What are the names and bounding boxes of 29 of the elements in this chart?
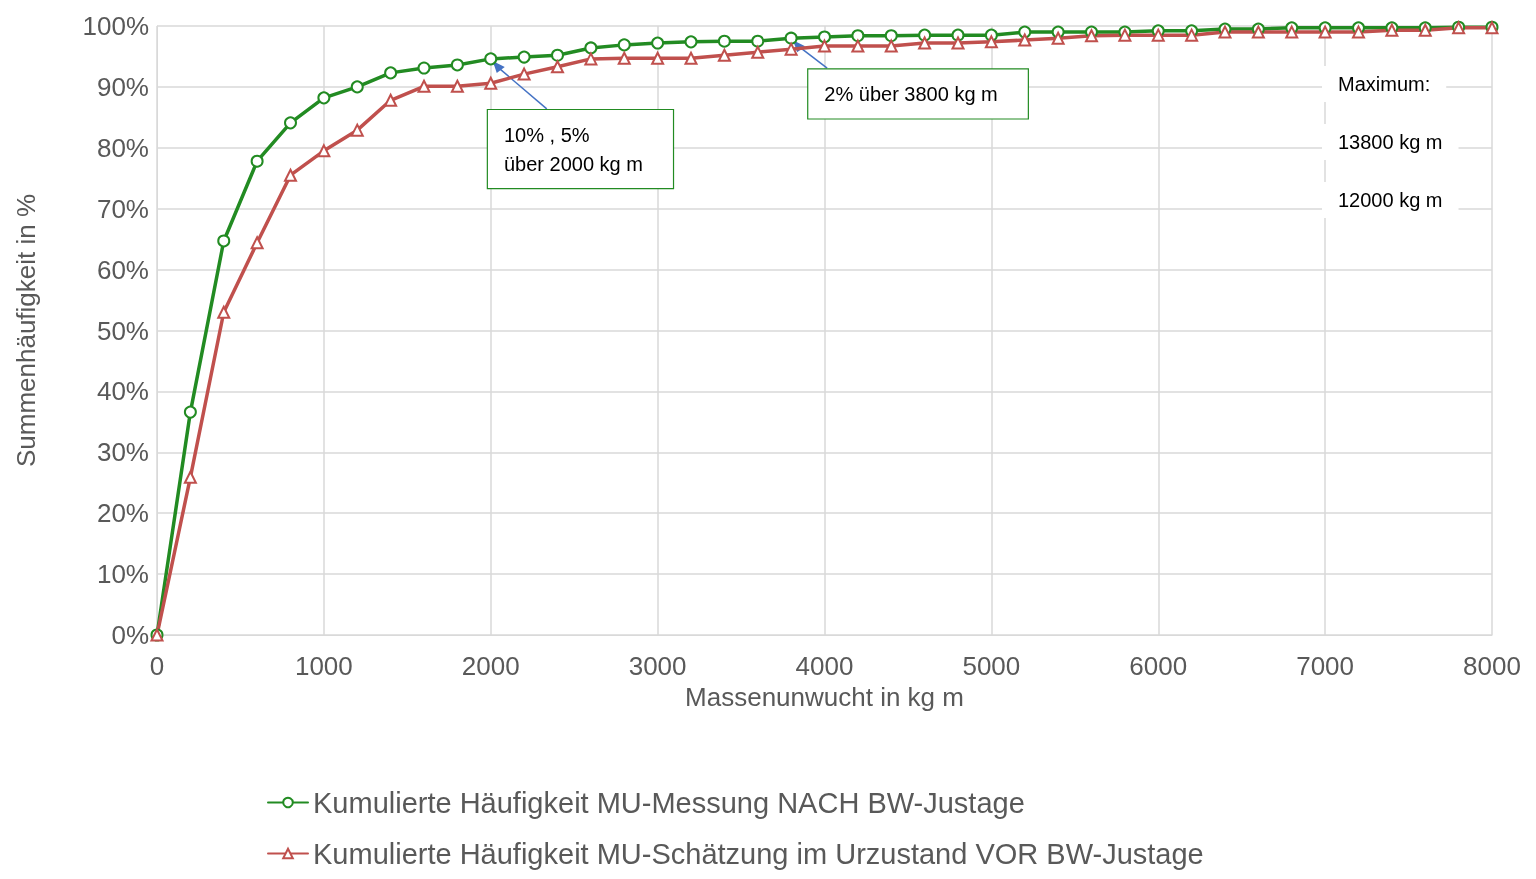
legend-label: Kumulierte Häufigkeit MU-Messung NACH BW-Justage	[313, 786, 1025, 819]
annotation: 10% , 5% über 2000 kg m	[503, 123, 643, 175]
x-tick-label: 1000	[294, 651, 353, 681]
y-tick-label: 30%	[96, 437, 149, 468]
x-tick-label: 6000	[1129, 651, 1188, 681]
annotation: 13800 kg m	[1338, 131, 1443, 153]
annotation: Maximum:	[1338, 73, 1431, 95]
x-tick-label: 2000	[461, 651, 520, 681]
y-tick-label: 20%	[96, 498, 149, 529]
y-axis-title: Summenhäufigkeit in %	[11, 193, 41, 468]
x-tick-label: 8000	[1463, 651, 1521, 681]
x-axis-title: Massenunwucht in kg m	[685, 681, 964, 712]
annotation: 2% über 3800 kg m	[824, 82, 998, 105]
y-tick-label: 0%	[111, 620, 149, 650]
y-tick-label: 40%	[96, 376, 149, 407]
y-tick-label: 10%	[96, 559, 149, 590]
y-tick-label: 50%	[96, 315, 149, 346]
x-tick-label: 3000	[628, 651, 687, 681]
x-tick-label: 0	[149, 651, 165, 681]
y-tick-label: 80%	[96, 132, 149, 163]
annotation: 12000 kg m	[1338, 189, 1443, 211]
y-tick-label: 90%	[96, 71, 149, 102]
y-tick-label: 70%	[96, 193, 149, 224]
legend-label: Kumulierte Häufigkeit MU-Schätzung im Urzustand VOR BW-Justage	[313, 837, 1204, 870]
y-tick-label: 60%	[96, 254, 149, 285]
x-tick-label: 5000	[962, 651, 1021, 681]
x-tick-label: 7000	[1296, 651, 1355, 681]
x-tick-label: 4000	[795, 651, 854, 681]
y-tick-label: 100%	[82, 11, 149, 41]
